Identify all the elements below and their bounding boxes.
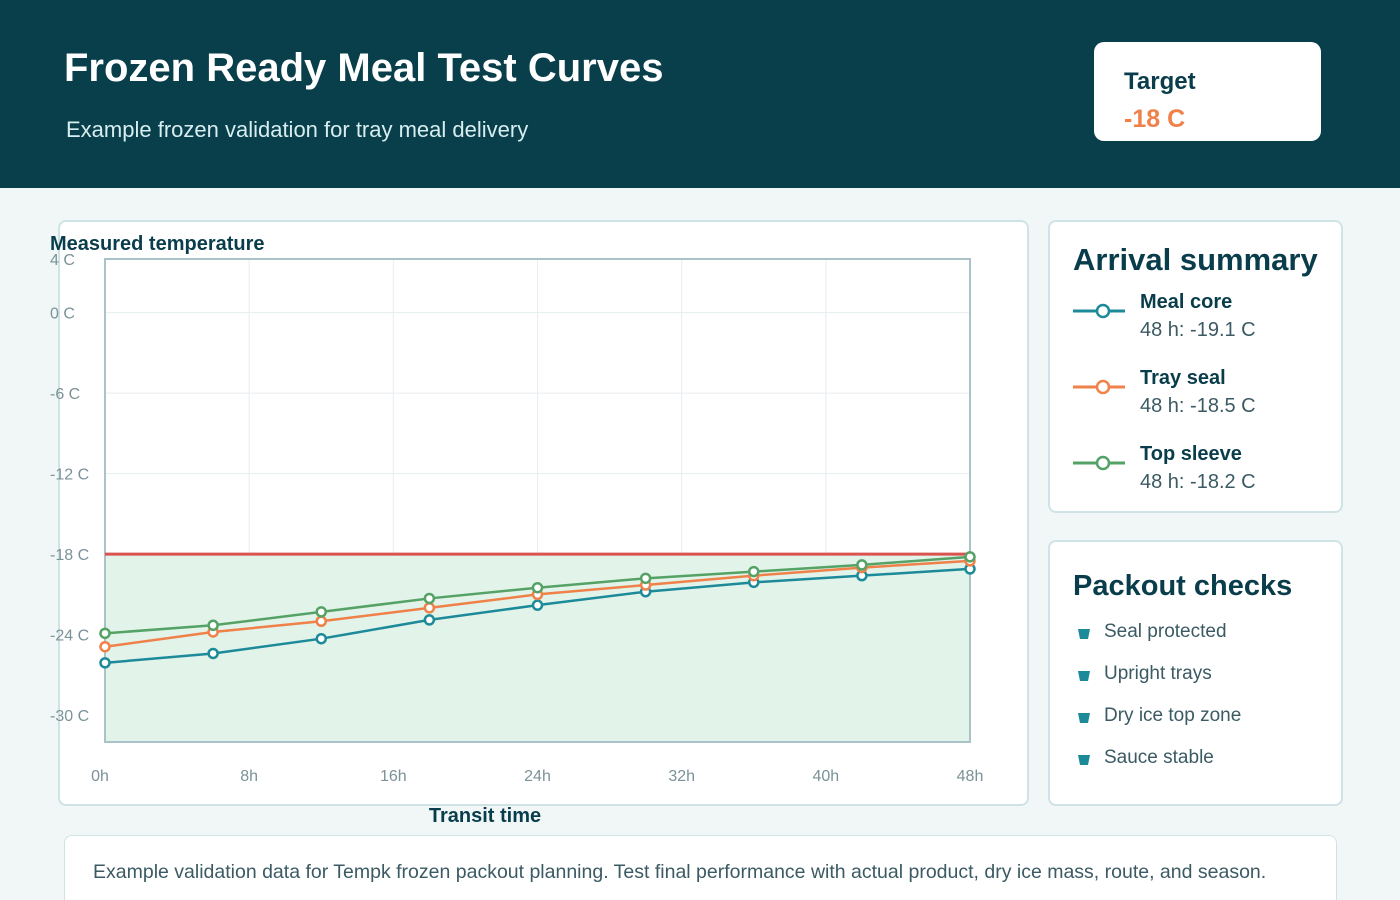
data-point: [207, 647, 219, 660]
check-item: Seal protected: [1050, 621, 1340, 651]
x-tick-label: 48h: [957, 768, 984, 785]
top-sleeve-legend-icon: [1073, 455, 1125, 471]
legend-name: Tray seal: [1140, 367, 1226, 389]
legend-item-top-sleeve: Top sleeve 48 h: -18.2 C: [1050, 443, 1340, 513]
data-point: [423, 602, 436, 614]
y-tick-label: 0 C: [50, 306, 75, 323]
check-marker-icon: [1078, 629, 1090, 639]
data-point: [856, 559, 868, 571]
data-point: [315, 632, 327, 645]
footer-note: Example validation data for Tempk frozen…: [64, 835, 1337, 900]
check-item: Upright trays: [1050, 663, 1340, 693]
data-point: [423, 592, 436, 605]
data-point: [964, 551, 976, 563]
plot-border: [104, 258, 971, 743]
data-point: [315, 606, 327, 618]
legend-name: Top sleeve: [1140, 443, 1242, 465]
data-point: [99, 657, 111, 669]
check-label: Upright trays: [1104, 663, 1212, 684]
target-value: -18 C: [1124, 105, 1186, 133]
tray-seal-legend-icon: [1073, 379, 1125, 395]
y-tick-label: -24 C: [50, 628, 89, 645]
y-tick-label: -18 C: [50, 547, 89, 564]
y-tick-label: -12 C: [50, 467, 89, 484]
packout-checks-panel: Packout checks Seal protected Upright tr…: [1048, 540, 1343, 806]
check-label: Dry ice top zone: [1104, 705, 1242, 726]
packout-checks-title: Packout checks: [1073, 570, 1293, 602]
check-item: Sauce stable: [1050, 747, 1340, 777]
data-point: [315, 615, 327, 627]
check-marker-icon: [1078, 713, 1090, 723]
data-point: [531, 599, 544, 611]
page-subtitle: Example frozen validation for tray meal …: [66, 117, 529, 142]
footer-note-text: Example validation data for Tempk frozen…: [93, 861, 1267, 883]
arrival-summary-title: Arrival summary: [1073, 242, 1318, 277]
chart-title: Measured temperature: [50, 233, 265, 255]
y-tick-label: -30 C: [50, 708, 89, 725]
legend-name: Meal core: [1140, 291, 1233, 313]
y-tick-label: -6 C: [50, 386, 80, 403]
data-point: [207, 619, 219, 632]
legend-item-tray-seal: Tray seal 48 h: -18.5 C: [1050, 367, 1340, 437]
arrival-summary-panel: Arrival summary Meal core 48 h: -19.1 C …: [1048, 220, 1343, 513]
x-tick-label: 32h: [668, 768, 695, 785]
check-marker-icon: [1078, 671, 1090, 681]
legend-value: 48 h: -19.1 C: [1140, 319, 1256, 341]
x-axis-label: Transit time: [429, 805, 541, 827]
meal-core-legend-icon: [1073, 303, 1125, 319]
legend-value: 48 h: -18.2 C: [1140, 471, 1256, 493]
check-label: Seal protected: [1104, 621, 1227, 642]
page-title: Frozen Ready Meal Test Curves: [64, 46, 664, 90]
data-point: [748, 565, 760, 578]
x-tick-label: 16h: [380, 768, 407, 785]
data-point: [531, 581, 544, 594]
x-tick-label: 24h: [524, 768, 551, 785]
data-point: [423, 614, 436, 626]
page-header: Frozen Ready Meal Test Curves Example fr…: [0, 0, 1400, 188]
legend-value: 48 h: -18.5 C: [1140, 395, 1256, 417]
legend-item-meal-core: Meal core 48 h: -19.1 C: [1050, 291, 1340, 361]
x-tick-label: 0h: [91, 768, 109, 785]
y-tick-label: 4 C: [50, 252, 75, 269]
x-tick-label: 40h: [812, 768, 839, 785]
data-point: [99, 627, 111, 640]
check-item: Dry ice top zone: [1050, 705, 1340, 735]
check-label: Sauce stable: [1104, 747, 1214, 768]
x-tick-label: 8h: [240, 768, 258, 785]
data-point: [99, 640, 111, 653]
target-card: Target -18 C: [1094, 42, 1321, 141]
check-marker-icon: [1078, 755, 1090, 765]
data-point: [639, 572, 652, 585]
target-label: Target: [1124, 68, 1196, 95]
